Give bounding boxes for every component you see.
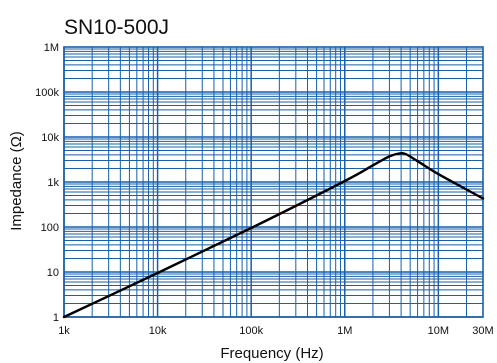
x-tick-label: 10M: [428, 325, 449, 337]
grid: [63, 47, 484, 318]
y-tick-labels: 1 10 100 1k 10k 100k 1M: [35, 42, 59, 324]
plot-frame: [63, 46, 484, 318]
y-axis-label: Impedance (Ω): [8, 131, 25, 231]
impedance-curve: [62, 152, 485, 319]
y-tick-label: 1M: [44, 42, 59, 54]
x-axis-label: Frequency (Hz): [220, 345, 323, 362]
y-tick-label: 10: [47, 267, 59, 279]
x-tick-label: 10k: [149, 325, 167, 337]
x-tick-label: 30M: [472, 325, 493, 337]
y-tick-label: 1: [53, 312, 59, 324]
x-tick-label: 100k: [239, 325, 263, 337]
y-tick-label: 10k: [41, 132, 59, 144]
y-tick-label: 1k: [47, 177, 59, 189]
x-tick-label: 1k: [58, 325, 70, 337]
x-tick-labels: 1k 10k 100k 1M 10M 30M: [58, 325, 494, 337]
chart-title: SN10-500J: [64, 16, 169, 39]
y-tick-label: 100k: [35, 87, 59, 99]
y-tick-label: 100: [41, 222, 59, 234]
x-tick-label: 1M: [337, 325, 352, 337]
